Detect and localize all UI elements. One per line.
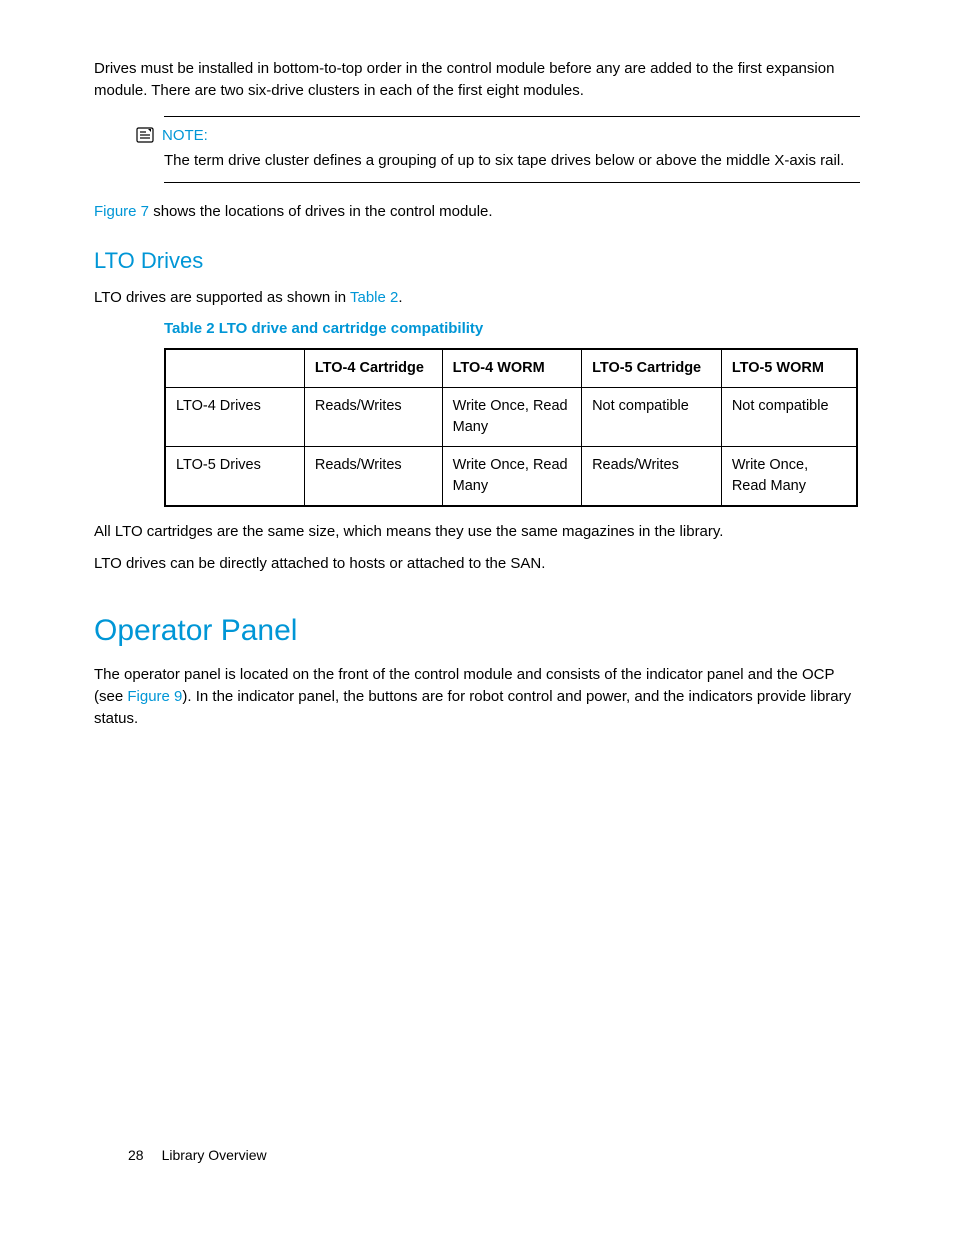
table-cell: Not compatible (721, 388, 857, 447)
note-header: NOTE: (136, 125, 860, 147)
table-header-cell: LTO-5 Cartridge (582, 349, 722, 388)
table-row: LTO-4 Drives Reads/Writes Write Once, Re… (165, 388, 857, 447)
lto-after-1: All LTO cartridges are the same size, wh… (94, 521, 860, 543)
table-row: LTO-5 Drives Reads/Writes Write Once, Re… (165, 447, 857, 507)
operator-panel-paragraph: The operator panel is located on the fro… (94, 664, 860, 729)
lto-after-2: LTO drives can be directly attached to h… (94, 553, 860, 575)
operator-panel-heading: Operator Panel (94, 609, 860, 653)
table-cell: LTO-5 Drives (165, 447, 304, 507)
table-cell: Reads/Writes (304, 388, 442, 447)
note-rule-top (164, 116, 860, 117)
table-header-cell: LTO-4 WORM (442, 349, 581, 388)
table-cell: Write Once, Read Many (721, 447, 857, 507)
table-cell: Not compatible (582, 388, 722, 447)
figure-ref-paragraph: Figure 7 shows the locations of drives i… (94, 201, 860, 223)
footer-section: Library Overview (162, 1147, 267, 1163)
table-header-cell (165, 349, 304, 388)
table-cell: Write Once, Read Many (442, 388, 581, 447)
lto-drives-heading: LTO Drives (94, 245, 860, 277)
table-2-link[interactable]: Table 2 (350, 289, 398, 306)
table-cell: Reads/Writes (582, 447, 722, 507)
lto-intro-pre: LTO drives are supported as shown in (94, 289, 350, 306)
table-header-cell: LTO-4 Cartridge (304, 349, 442, 388)
note-label: NOTE: (162, 125, 208, 147)
note-body: The term drive cluster defines a groupin… (164, 150, 860, 172)
lto-intro-paragraph: LTO drives are supported as shown in Tab… (94, 287, 860, 309)
table-cell: LTO-4 Drives (165, 388, 304, 447)
op-para-post: ). In the indicator panel, the buttons a… (94, 688, 851, 727)
note-rule-bottom (164, 182, 860, 183)
compatibility-table: LTO-4 Cartridge LTO-4 WORM LTO-5 Cartrid… (164, 348, 858, 507)
page-footer: 28 Library Overview (128, 1145, 267, 1165)
table-caption: Table 2 LTO drive and cartridge compatib… (164, 318, 860, 340)
table-cell: Write Once, Read Many (442, 447, 581, 507)
figure-ref-text: shows the locations of drives in the con… (149, 203, 493, 220)
page: Drives must be installed in bottom-to-to… (0, 0, 954, 1235)
lto-intro-post: . (398, 289, 402, 306)
figure-9-link[interactable]: Figure 9 (127, 688, 182, 705)
page-number: 28 (128, 1147, 144, 1163)
intro-paragraph: Drives must be installed in bottom-to-to… (94, 58, 860, 102)
note-icon (136, 127, 154, 143)
table-cell: Reads/Writes (304, 447, 442, 507)
table-header-row: LTO-4 Cartridge LTO-4 WORM LTO-5 Cartrid… (165, 349, 857, 388)
figure-7-link[interactable]: Figure 7 (94, 203, 149, 220)
table-header-cell: LTO-5 WORM (721, 349, 857, 388)
